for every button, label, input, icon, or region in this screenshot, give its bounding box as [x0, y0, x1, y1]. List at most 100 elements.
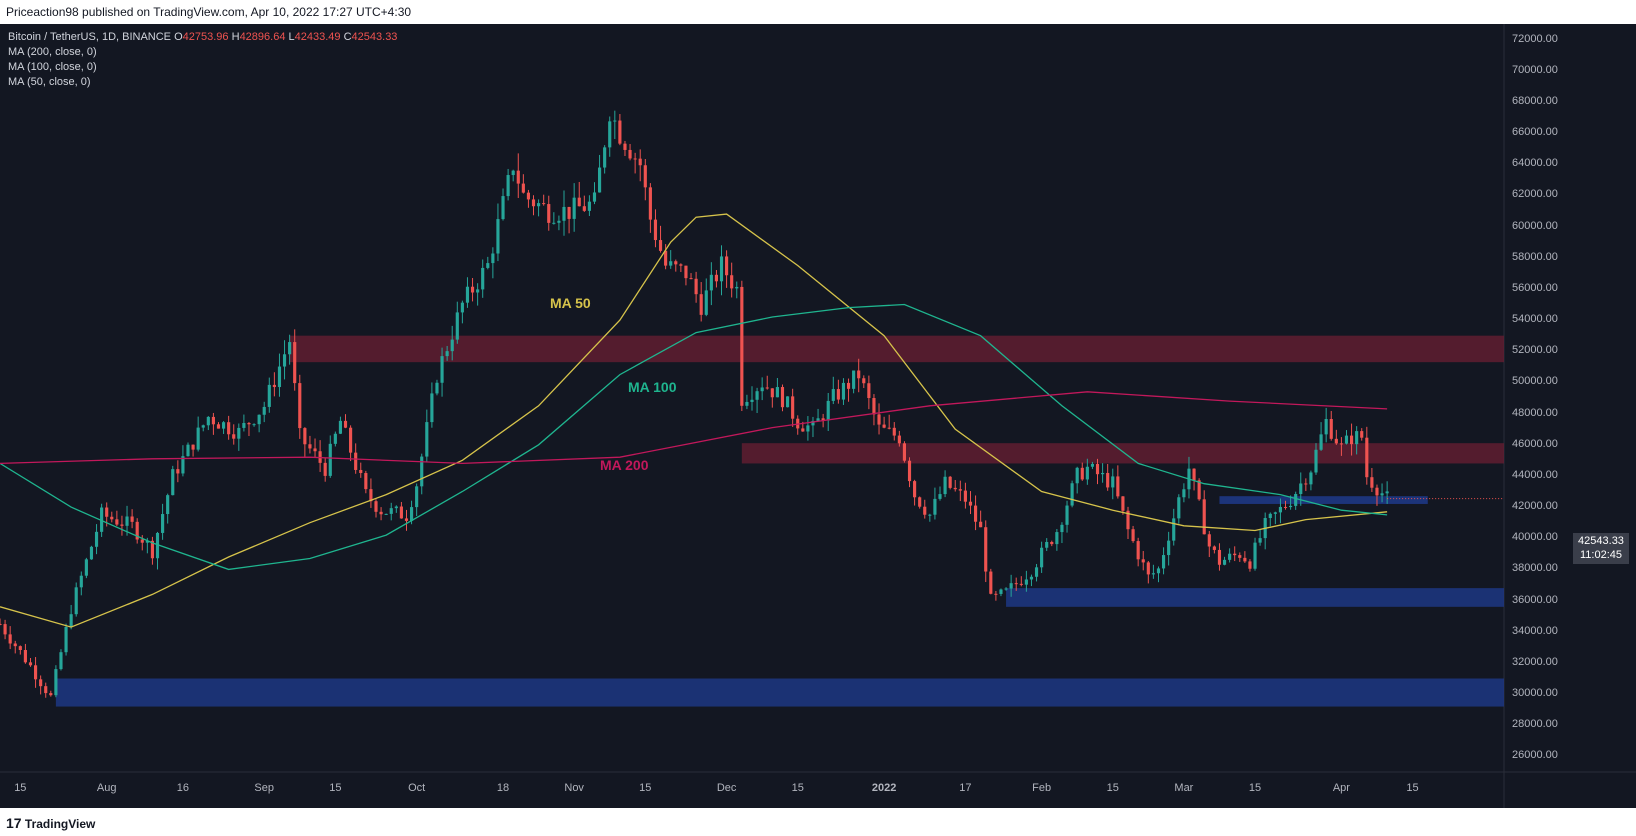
- candle-down: [1238, 555, 1242, 558]
- candle-down: [49, 693, 53, 696]
- candle-up: [557, 220, 561, 223]
- legend-ma100[interactable]: MA (100, close, 0): [8, 61, 97, 73]
- candle-down: [308, 444, 312, 449]
- zone-support-3: [55, 678, 1505, 707]
- chart-frame[interactable]: Bitcoin / TetherUS, 1D, BINANCE O42753.9…: [0, 24, 1636, 808]
- candle-up: [445, 351, 449, 357]
- candle-down: [227, 422, 231, 435]
- candle-down: [216, 424, 221, 429]
- candle-up: [562, 206, 566, 221]
- candle-up: [201, 425, 205, 428]
- ma-line-ma-50: [0, 213, 1388, 628]
- candle-down: [343, 420, 348, 428]
- candle-down: [404, 518, 409, 521]
- y-tick-label: 58000.00: [1512, 250, 1558, 263]
- candle-up: [613, 120, 617, 122]
- candle-up: [1024, 579, 1028, 585]
- candle-down: [989, 571, 993, 594]
- candle-up: [171, 469, 175, 496]
- candle-up: [1253, 542, 1257, 569]
- candle-down: [39, 679, 43, 687]
- x-tick-label: Mar: [1174, 782, 1194, 794]
- zone-resistance-1: [741, 443, 1504, 464]
- candle-up: [1009, 583, 1013, 589]
- candle-down: [23, 650, 27, 663]
- candle-down: [531, 199, 536, 207]
- candle-up: [1258, 538, 1262, 543]
- candle-up: [277, 366, 282, 388]
- candle-down: [399, 506, 403, 519]
- candle-up: [852, 370, 856, 389]
- ma-line-ma-100: [0, 303, 1388, 571]
- candle-down: [638, 158, 642, 166]
- candle-up: [1344, 435, 1349, 444]
- open-label: O: [174, 31, 183, 43]
- last-price: 42543.33: [1578, 535, 1624, 547]
- candle-up: [409, 507, 414, 521]
- candle-up: [455, 312, 459, 340]
- candle-up: [415, 486, 419, 508]
- y-tick-label: 26000.00: [1512, 749, 1558, 762]
- candle-down: [653, 219, 658, 241]
- candle-down: [521, 183, 525, 193]
- candle-down: [470, 286, 475, 293]
- candle-up: [252, 424, 256, 426]
- candle-up: [1065, 505, 1069, 525]
- candle-down: [679, 264, 683, 266]
- price-chart[interactable]: [0, 24, 1636, 808]
- y-tick-label: 68000.00: [1512, 94, 1558, 107]
- candle-down: [958, 489, 962, 491]
- y-tick-label: 50000.00: [1512, 375, 1558, 388]
- candle-up: [161, 514, 165, 533]
- candle-down: [1339, 443, 1343, 445]
- candle-up: [592, 192, 597, 202]
- candle-up: [166, 495, 170, 515]
- candle-up: [186, 444, 190, 457]
- candle-down: [623, 143, 627, 150]
- candle-up: [1294, 494, 1298, 506]
- candle-down: [303, 428, 307, 445]
- candle-up: [338, 420, 343, 434]
- chart-legend: Bitcoin / TetherUS, 1D, BINANCE O42753.9…: [8, 30, 397, 90]
- y-tick-label: 46000.00: [1512, 437, 1558, 450]
- candle-down: [1116, 476, 1120, 497]
- x-tick-label: Apr: [1332, 782, 1350, 794]
- candle-down: [191, 444, 195, 450]
- y-tick-label: 42000.00: [1512, 500, 1558, 513]
- candle-down: [3, 624, 7, 635]
- candle-down: [1375, 487, 1379, 496]
- candle-down: [1019, 583, 1023, 585]
- candle-up: [1268, 513, 1272, 519]
- candle-down: [857, 370, 861, 379]
- candle-up: [491, 253, 495, 264]
- candle-up: [1299, 483, 1303, 495]
- candle-up: [806, 425, 810, 432]
- candle-up: [1355, 431, 1359, 445]
- candle-up: [1177, 497, 1181, 519]
- candle-down: [948, 476, 952, 488]
- candle-up: [587, 201, 591, 211]
- legend-symbol-row[interactable]: Bitcoin / TetherUS, 1D, BINANCE O42753.9…: [8, 30, 397, 45]
- candle-down: [28, 662, 33, 666]
- legend-ma50[interactable]: MA (50, close, 0): [8, 76, 91, 88]
- candle-down: [1334, 438, 1338, 444]
- x-tick-label: 15: [791, 782, 804, 794]
- x-tick-label: Sep: [254, 782, 274, 794]
- y-tick-label: 40000.00: [1512, 531, 1558, 544]
- candle-down: [725, 256, 729, 276]
- candle-down: [1233, 553, 1237, 556]
- tradingview-logo[interactable]: 17 TradingView: [6, 815, 95, 831]
- candle-up: [603, 147, 607, 168]
- candle-up: [1167, 540, 1171, 556]
- candle-down: [740, 286, 744, 406]
- legend-ma200[interactable]: MA (200, close, 0): [8, 46, 97, 58]
- candle-up: [1289, 505, 1293, 508]
- candle-down: [902, 443, 907, 461]
- candle-up: [262, 406, 266, 415]
- candle-up: [1004, 588, 1008, 590]
- bar-countdown: 11:02:45: [1579, 549, 1622, 561]
- candle-down: [18, 646, 22, 651]
- candle-down: [730, 275, 734, 289]
- candle-down: [836, 389, 840, 400]
- y-tick-label: 36000.00: [1512, 593, 1558, 606]
